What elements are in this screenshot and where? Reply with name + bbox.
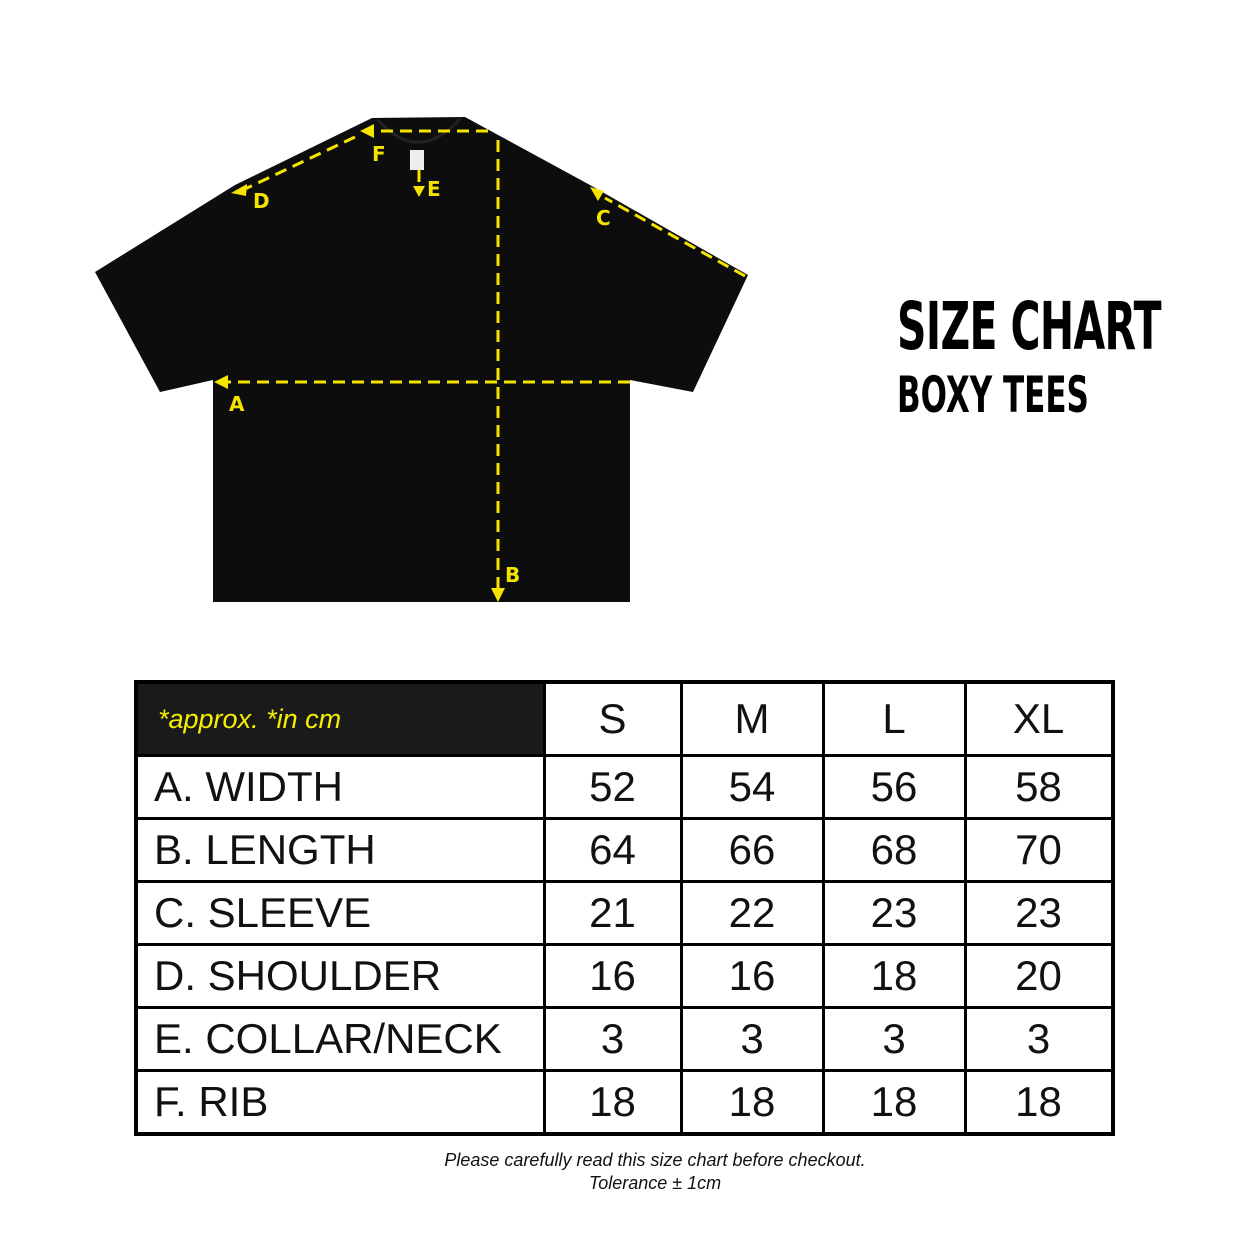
arrow-d bbox=[231, 184, 247, 196]
arrow-b bbox=[491, 588, 505, 602]
cell: 3 bbox=[963, 1006, 1114, 1072]
cell: 64 bbox=[542, 817, 683, 883]
size-table: *approx. *in cm S M L XL A. WIDTH 52 54 … bbox=[134, 680, 1115, 1136]
footer-note: Please carefully read this size chart be… bbox=[444, 1150, 866, 1170]
label-b: B bbox=[505, 563, 520, 587]
cell: 3 bbox=[542, 1006, 683, 1072]
cell: 16 bbox=[679, 943, 825, 1009]
table-row: B. LENGTH 64 66 68 70 bbox=[134, 817, 1114, 883]
units-note: *approx. *in cm bbox=[134, 680, 546, 757]
arrow-f bbox=[360, 124, 374, 138]
row-label: D. SHOULDER bbox=[134, 943, 546, 1009]
cell: 18 bbox=[679, 1069, 825, 1136]
measure-line-d bbox=[244, 135, 356, 191]
cell: 3 bbox=[821, 1006, 967, 1072]
cell: 68 bbox=[821, 817, 967, 883]
page-title: SIZE CHART bbox=[897, 288, 1162, 365]
tshirt-shape bbox=[95, 117, 748, 602]
cell: 3 bbox=[679, 1006, 825, 1072]
table-row: A. WIDTH 52 54 56 58 bbox=[134, 754, 1114, 820]
cell: 58 bbox=[963, 754, 1114, 820]
page-subtitle: BOXY TEES bbox=[897, 366, 1089, 424]
size-header: S bbox=[542, 680, 683, 757]
cell: 66 bbox=[679, 817, 825, 883]
cell: 20 bbox=[963, 943, 1114, 1009]
cell: 52 bbox=[542, 754, 683, 820]
row-label: E. COLLAR/NECK bbox=[134, 1006, 546, 1072]
table-row: D. SHOULDER 16 16 18 20 bbox=[134, 943, 1114, 1009]
table-row: C. SLEEVE 21 22 23 23 bbox=[134, 880, 1114, 946]
cell: 18 bbox=[821, 943, 967, 1009]
table-row: E. COLLAR/NECK 3 3 3 3 bbox=[134, 1006, 1114, 1072]
arrow-a bbox=[214, 375, 228, 389]
collar bbox=[376, 117, 462, 144]
cell: 16 bbox=[542, 943, 683, 1009]
label-d: D bbox=[253, 189, 270, 213]
label-e: E bbox=[427, 177, 441, 201]
size-header: XL bbox=[963, 680, 1114, 757]
cell: 18 bbox=[963, 1069, 1114, 1136]
row-label: C. SLEEVE bbox=[134, 880, 546, 946]
tolerance-note: Tolerance ± 1cm bbox=[588, 1173, 722, 1193]
label-c: C bbox=[596, 206, 611, 230]
neck-tag-icon bbox=[410, 150, 424, 170]
table-row: F. RIB 18 18 18 18 bbox=[134, 1069, 1114, 1136]
size-header: M bbox=[679, 680, 825, 757]
cell: 54 bbox=[679, 754, 825, 820]
row-label: B. LENGTH bbox=[134, 817, 546, 883]
label-f: F bbox=[372, 142, 386, 166]
size-header: L bbox=[821, 680, 967, 757]
cell: 18 bbox=[821, 1069, 967, 1136]
cell: 18 bbox=[542, 1069, 683, 1136]
cell: 21 bbox=[542, 880, 683, 946]
cell: 56 bbox=[821, 754, 967, 820]
table-header-row: *approx. *in cm S M L XL bbox=[134, 680, 1114, 757]
arrow-e bbox=[413, 186, 425, 197]
arrow-c bbox=[590, 187, 604, 201]
cell: 23 bbox=[821, 880, 967, 946]
label-a: A bbox=[229, 392, 245, 416]
cell: 70 bbox=[963, 817, 1114, 883]
row-label: F. RIB bbox=[134, 1069, 546, 1136]
row-label: A. WIDTH bbox=[134, 754, 546, 820]
cell: 22 bbox=[679, 880, 825, 946]
tshirt-diagram: A B C D E F bbox=[95, 117, 748, 602]
measure-line-c bbox=[604, 196, 746, 278]
cell: 23 bbox=[963, 880, 1114, 946]
